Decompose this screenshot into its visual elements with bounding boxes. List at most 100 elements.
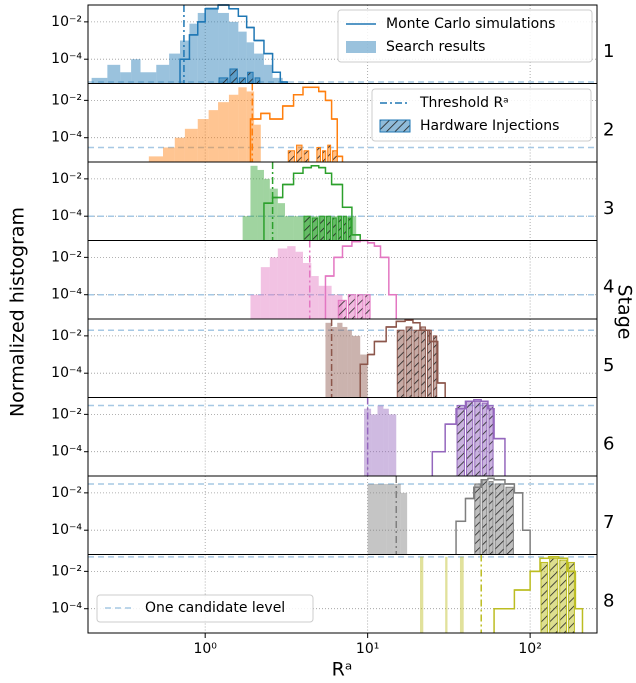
search-bar [325, 322, 332, 398]
injection-bar [238, 77, 247, 84]
injection-bar [229, 68, 238, 85]
legend-label: Hardware Injections [420, 118, 559, 134]
y-tick-label: 10⁻⁴ [51, 130, 82, 146]
injection-bar [296, 144, 303, 163]
injection-bar [432, 335, 438, 398]
injection-bar [481, 402, 488, 477]
search-bar [257, 169, 264, 241]
search-bar [272, 77, 283, 84]
search-bar [277, 248, 288, 319]
injection-bar [332, 217, 337, 241]
y-tick-label: 10⁻⁴ [51, 287, 82, 303]
injection-bar [218, 77, 229, 84]
stage-number: 8 [603, 591, 614, 612]
search-bar [218, 102, 229, 162]
injection-bar [559, 559, 568, 634]
injection-bar [287, 150, 296, 163]
search-bar [445, 556, 448, 633]
legend-label: Monte Carlo simulations [386, 16, 555, 32]
injection-bar [488, 481, 494, 555]
search-bar [377, 483, 387, 555]
injection-bar [303, 215, 311, 241]
legend-label: One candidate level [145, 600, 285, 616]
search-bar [120, 72, 132, 84]
stage-number: 2 [603, 120, 614, 141]
search-bar [197, 119, 209, 162]
injection-bar [325, 215, 332, 241]
injection-bar [396, 329, 405, 398]
search-bar [287, 246, 296, 319]
search-bar [250, 165, 258, 241]
search-bar [205, 7, 219, 84]
injection-bar [303, 150, 310, 163]
search-bar [131, 59, 141, 84]
search-bar [180, 40, 190, 84]
search-bar [242, 216, 251, 241]
search-bar [263, 64, 273, 84]
search-bar [331, 294, 343, 319]
x-axis-label: Rᵃ [332, 659, 353, 681]
panel-frame [87, 475, 598, 555]
search-bar [140, 72, 157, 84]
legend-swatch [346, 41, 376, 53]
panel-frame [87, 397, 598, 477]
search-bar [260, 267, 270, 319]
injection-bar [505, 486, 514, 555]
search-bar [342, 326, 348, 398]
search-bar [459, 556, 464, 633]
injection-bar [316, 146, 322, 163]
search-bar [367, 483, 378, 555]
y-tick-label: 10⁻⁴ [51, 444, 82, 460]
injection-bar [420, 326, 426, 399]
y-tick-label: 10⁻² [51, 14, 82, 30]
search-bar [169, 53, 181, 84]
injection-bar [364, 294, 371, 320]
injection-bar [413, 329, 420, 398]
search-bar [269, 257, 278, 319]
injection-bar [347, 294, 356, 320]
y-tick-label: 10⁻⁴ [51, 522, 82, 538]
search-bar [228, 94, 239, 162]
search-bar [293, 216, 303, 241]
y-tick-label: 10⁻² [51, 249, 82, 265]
y-tick-label: 10⁻⁴ [51, 601, 82, 617]
search-bar [174, 137, 185, 162]
search-bar [254, 53, 264, 84]
injection-bar [327, 144, 332, 163]
search-bar [371, 414, 378, 476]
injection-bar [405, 326, 413, 399]
y-tick-label: 10⁻² [51, 485, 82, 501]
injection-bar [311, 217, 319, 241]
legend-box [371, 88, 592, 142]
stage-number: 5 [603, 355, 614, 376]
search-bar [383, 408, 389, 476]
search-bar [277, 203, 286, 241]
y-tick-label: 10⁻⁴ [51, 365, 82, 381]
x-tick-label: 10¹ [356, 641, 379, 657]
search-bar [250, 294, 261, 319]
injection-bar [254, 77, 261, 84]
search-bar [360, 354, 368, 398]
search-bar [91, 77, 108, 84]
panel-frame [87, 554, 598, 634]
x-tick-label: 10² [518, 641, 541, 657]
search-bar [238, 87, 247, 162]
search-bar [189, 23, 198, 84]
injection-bar [337, 299, 347, 320]
search-bar [386, 483, 394, 555]
search-bar [148, 156, 163, 162]
injection-bar [322, 150, 327, 163]
y-tick-label: 10⁻⁴ [51, 51, 82, 67]
search-bar [388, 414, 397, 476]
search-bar [285, 216, 294, 241]
y-axis-label: Normalized histogram [7, 207, 29, 417]
x-tick-label: 10⁰ [193, 641, 217, 657]
injection-bar [494, 483, 505, 556]
search-bar [238, 31, 247, 84]
legend-box [96, 594, 314, 623]
search-bar [347, 330, 352, 398]
search-bar [331, 326, 338, 398]
injection-bar [456, 404, 465, 477]
injection-bar [540, 561, 549, 634]
injection-bar [474, 483, 481, 556]
